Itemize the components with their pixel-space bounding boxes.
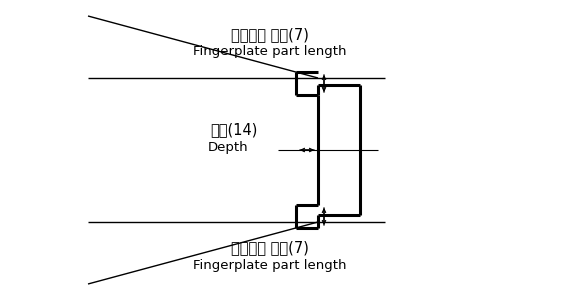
Text: Fingerplate part length: Fingerplate part length [193, 259, 347, 272]
Text: Fingerplate part length: Fingerplate part length [193, 46, 347, 59]
Text: Depth: Depth [208, 140, 248, 154]
Text: 深さ(14): 深さ(14) [210, 122, 258, 137]
Text: 指掛け部 長さ(7): 指掛け部 長さ(7) [231, 28, 309, 43]
Text: 指掛け部 長さ(7): 指掛け部 長さ(7) [231, 241, 309, 256]
